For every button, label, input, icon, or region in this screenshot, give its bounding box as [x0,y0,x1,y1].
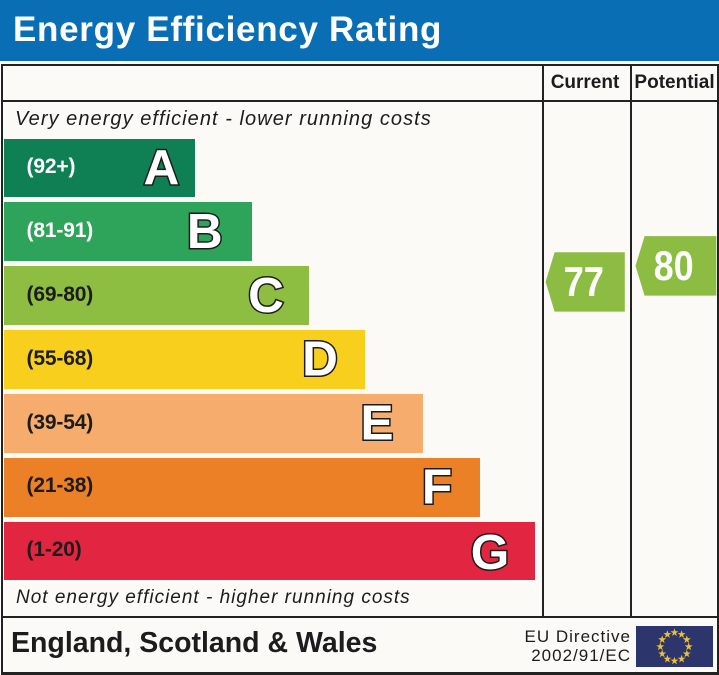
svg-text:77: 77 [564,258,604,305]
svg-text:F: F [422,460,452,515]
svg-text:G: G [471,525,510,580]
svg-text:B: B [187,204,223,259]
svg-text:80: 80 [654,242,694,289]
svg-text:E: E [360,396,393,451]
svg-text:D: D [302,332,338,387]
svg-text:C: C [248,268,284,323]
svg-text:A: A [144,140,180,195]
